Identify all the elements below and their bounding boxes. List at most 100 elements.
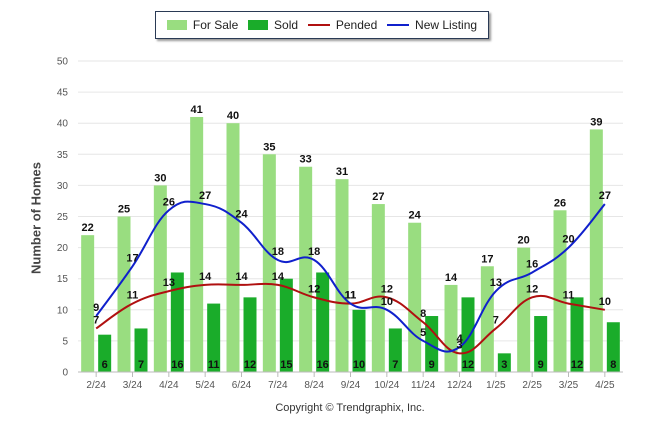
bar-for-sale bbox=[335, 179, 349, 372]
data-label-for-sale: 41 bbox=[191, 104, 203, 116]
y-tick-label: 20 bbox=[57, 243, 69, 254]
y-tick-label: 25 bbox=[57, 212, 69, 223]
data-label-sold: 7 bbox=[138, 359, 144, 371]
legend-item-sold[interactable]: Sold bbox=[248, 18, 298, 32]
data-label-new-listing: 9 bbox=[93, 302, 99, 314]
bar-for-sale bbox=[226, 123, 240, 372]
y-tick-label: 45 bbox=[57, 88, 69, 99]
x-tick-label: 6/24 bbox=[232, 380, 252, 391]
bar-sold bbox=[425, 316, 439, 372]
data-label-pended: 13 bbox=[163, 277, 175, 289]
bars bbox=[81, 116, 620, 372]
data-label-new-listing: 4 bbox=[456, 333, 463, 345]
data-label-sold: 12 bbox=[571, 359, 583, 371]
data-label-for-sale: 22 bbox=[82, 222, 94, 234]
data-label-new-listing: 11 bbox=[345, 290, 357, 302]
bar-sold bbox=[497, 353, 511, 372]
data-label-sold: 9 bbox=[429, 359, 435, 371]
data-label-pended: 3 bbox=[456, 339, 462, 351]
legend-item-pended[interactable]: Pended bbox=[307, 18, 377, 32]
line-new-listing bbox=[95, 200, 606, 353]
data-label-for-sale: 26 bbox=[554, 197, 566, 209]
y-tick-label: 10 bbox=[57, 305, 69, 316]
data-label-pended: 14 bbox=[272, 271, 285, 283]
bar-sold bbox=[279, 278, 293, 372]
x-tick-label: 5/24 bbox=[195, 380, 215, 391]
data-label-for-sale: 40 bbox=[227, 110, 239, 122]
y-tick-label: 15 bbox=[57, 274, 69, 285]
x-tick-label: 11/24 bbox=[411, 380, 436, 391]
data-label-for-sale: 33 bbox=[300, 154, 312, 166]
bar-sold bbox=[98, 334, 112, 372]
data-label-sold: 11 bbox=[208, 359, 220, 371]
bar-for-sale bbox=[117, 216, 131, 372]
data-label-sold: 3 bbox=[501, 359, 507, 371]
y-tick-label: 5 bbox=[62, 336, 68, 347]
bar-for-sale bbox=[480, 266, 494, 372]
x-tick-label: 9/24 bbox=[341, 380, 361, 391]
legend-swatch-new-listing bbox=[387, 24, 410, 26]
data-label-sold: 16 bbox=[317, 359, 329, 371]
data-label-pended: 7 bbox=[493, 314, 499, 326]
bar-for-sale bbox=[371, 204, 385, 372]
data-label-sold: 12 bbox=[462, 359, 474, 371]
data-label-for-sale: 20 bbox=[518, 235, 530, 247]
bar-for-sale bbox=[299, 166, 313, 372]
data-label-pended: 11 bbox=[563, 290, 575, 302]
gridlines bbox=[78, 60, 623, 373]
legend-item-new-listing[interactable]: New Listing bbox=[387, 18, 477, 32]
data-label-new-listing: 5 bbox=[420, 327, 426, 339]
y-tick-label: 40 bbox=[57, 119, 69, 130]
x-tick-label: 3/24 bbox=[123, 380, 143, 391]
data-label-sold: 6 bbox=[102, 359, 108, 371]
data-label-pended: 12 bbox=[308, 283, 320, 295]
legend-label-for-sale: For Sale bbox=[192, 18, 239, 32]
y-tick-label: 50 bbox=[57, 57, 69, 68]
bar-for-sale bbox=[517, 247, 531, 372]
data-label-pended: 12 bbox=[381, 283, 393, 295]
legend-swatch-for-sale bbox=[166, 20, 187, 30]
y-tick-label: 30 bbox=[57, 181, 69, 192]
bar-for-sale bbox=[81, 235, 95, 372]
data-label-pended: 12 bbox=[526, 283, 538, 295]
data-label-for-sale: 25 bbox=[118, 204, 130, 216]
x-tick-label: 7/24 bbox=[268, 380, 288, 391]
bar-sold bbox=[207, 303, 221, 372]
data-label-pended: 14 bbox=[199, 271, 212, 283]
data-label-for-sale: 24 bbox=[409, 210, 422, 222]
legend: For Sale Sold Pended New Listing bbox=[155, 11, 489, 39]
x-tick-label: 4/25 bbox=[595, 380, 615, 391]
data-label-for-sale: 35 bbox=[263, 141, 275, 153]
bar-for-sale bbox=[408, 222, 422, 372]
data-label-pended: 11 bbox=[127, 290, 139, 302]
series-lines bbox=[95, 200, 606, 355]
x-tick-label: 1/25 bbox=[486, 380, 506, 391]
copyright-footer: Copyright © Trendgraphix, Inc. bbox=[275, 402, 425, 414]
bar-sold bbox=[388, 328, 402, 372]
data-label-sold: 7 bbox=[392, 359, 398, 371]
data-label-sold: 15 bbox=[280, 359, 292, 371]
data-label-new-listing: 18 bbox=[308, 246, 320, 258]
data-label-for-sale: 39 bbox=[590, 116, 602, 128]
x-tick-label: 4/24 bbox=[159, 380, 179, 391]
bar-sold bbox=[316, 272, 330, 372]
x-tick-label: 10/24 bbox=[374, 380, 399, 391]
data-label-new-listing: 10 bbox=[381, 296, 393, 308]
bar-sold bbox=[606, 322, 620, 372]
data-label-new-listing: 18 bbox=[272, 246, 284, 258]
data-label-for-sale: 30 bbox=[154, 172, 166, 184]
data-label-new-listing: 17 bbox=[126, 252, 138, 264]
data-label-sold: 12 bbox=[244, 359, 256, 371]
bar-for-sale bbox=[553, 210, 567, 372]
x-tick-label: 8/24 bbox=[304, 380, 324, 391]
data-label-sold: 8 bbox=[610, 359, 616, 371]
legend-item-for-sale[interactable]: For Sale bbox=[166, 18, 239, 32]
data-label-for-sale: 14 bbox=[445, 272, 458, 284]
bar-sold bbox=[243, 297, 257, 372]
data-label-new-listing: 20 bbox=[562, 234, 574, 246]
x-tick-label: 12/24 bbox=[447, 380, 472, 391]
bar-sold bbox=[134, 328, 148, 372]
x-tick-label: 3/25 bbox=[559, 380, 579, 391]
